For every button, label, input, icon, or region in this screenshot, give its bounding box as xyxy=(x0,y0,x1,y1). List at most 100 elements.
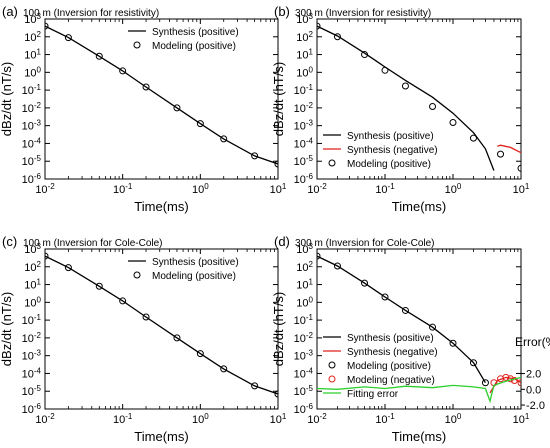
data-point xyxy=(381,293,389,301)
legend-entry: Modeling (negative) xyxy=(347,375,435,386)
series-line-0 xyxy=(45,255,278,395)
y-tick-label: 10-3 xyxy=(294,119,314,133)
legend: Synthesis (positive) Modeling (positive) xyxy=(128,257,239,282)
panel-a: 10-2 10-1 100 101 10-6 10-5 10-4 10-3 10-2 10-1 10… xyxy=(0,4,287,214)
data-point xyxy=(381,66,389,74)
x-tick-label: 10-2 xyxy=(35,182,55,196)
legend-entry: Synthesis (positive) xyxy=(152,257,239,268)
data-point xyxy=(333,262,341,270)
panel-title: 100 m (Inversion for resistivity) xyxy=(23,8,159,19)
y-tick-label: 10-4 xyxy=(22,136,42,150)
data-point xyxy=(429,102,437,110)
y-tick-label: 10-6 xyxy=(22,402,42,416)
legend-circle-swatch xyxy=(328,159,336,167)
secondary-axis-label: Error(%) xyxy=(515,335,550,349)
y-axis-label: dBz/dt (nT/s) xyxy=(0,292,14,366)
y-tick-label: 10-4 xyxy=(294,366,314,380)
data-point xyxy=(173,334,181,342)
y-tick-label: 10-1 xyxy=(22,83,42,97)
series-layer xyxy=(317,22,521,172)
data-point xyxy=(274,390,278,398)
y-tick-label: 103 xyxy=(296,12,313,26)
y-tick-label: 10-5 xyxy=(294,384,314,398)
legend-circle-swatch xyxy=(133,41,141,49)
y-tick-label: 101 xyxy=(296,48,313,62)
data-point xyxy=(502,373,510,381)
y-tick-label: 102 xyxy=(296,260,313,274)
data-point xyxy=(45,252,49,260)
y-tick-label: 103 xyxy=(24,12,41,26)
series-layer xyxy=(45,252,278,398)
series-line-0 xyxy=(317,25,495,171)
y-tick-label: 103 xyxy=(24,242,41,256)
data-point xyxy=(220,135,228,143)
x-tick-label: 101 xyxy=(270,412,287,426)
y-tick-label: 10-1 xyxy=(22,313,42,327)
legend-entry: Modeling (positive) xyxy=(152,271,236,282)
panel-title: 300 m (Inversion for Cole-Cole) xyxy=(295,238,435,249)
panel-title: 300 m (Inversion for resistivity) xyxy=(295,8,431,19)
plot-frame xyxy=(316,18,522,180)
y-tick-label: 102 xyxy=(296,30,313,44)
y-tick-label: 101 xyxy=(24,48,41,62)
y-tick-label: 103 xyxy=(296,242,313,256)
x-tick-label: 10-1 xyxy=(375,182,395,196)
x-tick-label: 10-1 xyxy=(375,412,395,426)
series-line-0 xyxy=(45,25,278,165)
y-tick-label: 101 xyxy=(296,278,313,292)
legend-entry: Modeling (positive) xyxy=(347,159,431,170)
x-tick-label: 10-2 xyxy=(307,412,327,426)
y-tick-label: 101 xyxy=(24,278,41,292)
legend-entry: Synthesis (positive) xyxy=(347,333,434,344)
panel-b: 10-2 10-1 100 101 10-6 10-5 10-4 10-3 10-2 10-1 10… xyxy=(271,4,530,214)
data-point xyxy=(142,83,150,91)
y-tick-label: 10-2 xyxy=(294,101,314,115)
data-point xyxy=(220,365,228,373)
data-point xyxy=(517,164,521,172)
data-point xyxy=(317,22,321,30)
data-point xyxy=(429,323,437,331)
data-point xyxy=(45,22,49,30)
data-point xyxy=(173,104,181,112)
x-tick-label: 10-1 xyxy=(113,182,133,196)
legend: Synthesis (positive) Synthesis (negative)… xyxy=(323,333,438,400)
panel-label: (a) xyxy=(2,4,18,19)
y-tick-label: 100 xyxy=(296,65,313,79)
data-point xyxy=(449,339,457,347)
secondary-y-tick-label: -2.0 xyxy=(526,400,545,412)
y-axis-label: dBz/dt (nT/s) xyxy=(271,292,286,366)
x-tick-label: 10-2 xyxy=(35,412,55,426)
plot-frame xyxy=(316,248,522,410)
y-tick-label: 10-1 xyxy=(294,83,314,97)
legend-entry: Modeling (positive) xyxy=(347,361,431,372)
plot-frame xyxy=(44,248,279,410)
data-point xyxy=(251,152,259,160)
y-tick-label: 10-3 xyxy=(294,349,314,363)
data-point xyxy=(64,264,72,272)
data-point xyxy=(317,252,321,260)
y-tick-label: 10-2 xyxy=(294,331,314,345)
data-point xyxy=(333,33,341,41)
y-tick-label: 10-6 xyxy=(22,172,42,186)
legend-entry: Modeling (positive) xyxy=(152,41,236,52)
panel-d: 10-2 10-1 100 101 10-6 10-5 10-4 10-3 10-2 10-1 10… xyxy=(271,234,550,444)
legend-entry: Fitting error xyxy=(347,389,399,400)
y-tick-label: 10-1 xyxy=(294,313,314,327)
x-tick-label: 100 xyxy=(192,182,209,196)
y-tick-label: 100 xyxy=(24,65,41,79)
y-axis-label: dBz/dt (nT/s) xyxy=(0,62,14,136)
legend-circle-swatch xyxy=(133,271,141,279)
panel-label: (b) xyxy=(274,4,290,19)
x-tick-label: 101 xyxy=(513,182,530,196)
data-point xyxy=(517,379,521,387)
panel-label: (c) xyxy=(2,234,17,249)
series-layer xyxy=(45,22,278,168)
x-tick-label: 10-2 xyxy=(307,182,327,196)
data-point xyxy=(449,119,457,127)
series-line-0 xyxy=(317,255,486,384)
secondary-y-tick-label: 0.0 xyxy=(526,384,541,396)
legend-circle-swatch xyxy=(328,375,336,383)
x-tick-label: 10-1 xyxy=(113,412,133,426)
data-point xyxy=(196,120,204,128)
